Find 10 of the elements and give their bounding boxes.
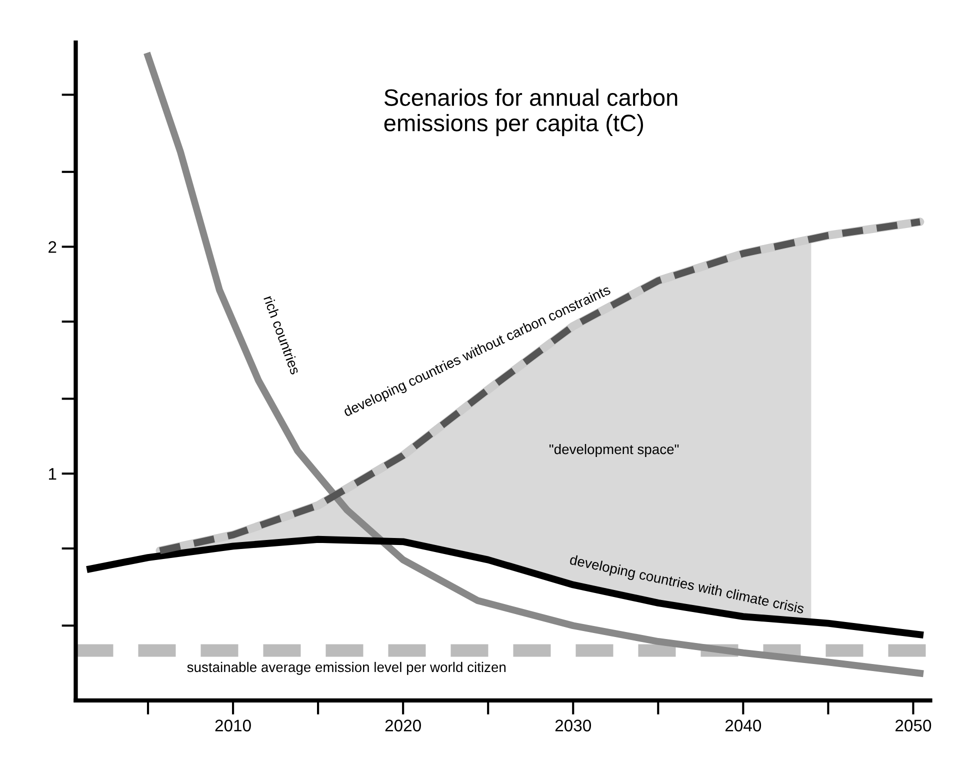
- x-tick-label: 2020: [385, 720, 421, 732]
- annotation: "development space": [550, 444, 679, 457]
- y-tick-label: 2: [48, 241, 56, 253]
- x-tick-label: 2010: [215, 720, 251, 732]
- x-tick-label: 2040: [725, 720, 762, 732]
- ref-line-label: sustainable average emission level per world citizen: [187, 662, 506, 675]
- x-tick-label: 2030: [555, 720, 592, 732]
- x-tick-label: 2050: [896, 720, 932, 732]
- text: Scenarios for annual carbon emissions per capita (tC): [384, 88, 678, 136]
- y-tick-label: 1: [48, 468, 56, 480]
